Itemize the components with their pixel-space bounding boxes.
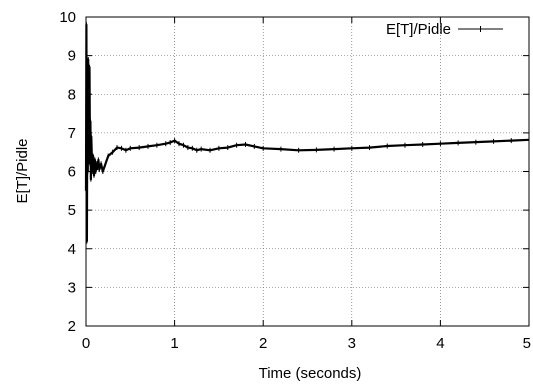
x-tick-label: 4 (436, 335, 444, 352)
x-tick-label: 5 (523, 335, 531, 352)
grid-lines (86, 17, 529, 326)
y-tick-label: 2 (68, 318, 76, 335)
y-tick-label: 3 (68, 279, 76, 296)
y-tick-label: 8 (68, 86, 76, 103)
y-tick-label: 9 (68, 48, 76, 65)
y-tick-label: 7 (68, 125, 76, 142)
legend-label: E[T]/Pidle (386, 21, 451, 38)
x-tick-label: 0 (82, 335, 90, 352)
y-tick-labels: 2 3 4 5 6 7 8 9 10 (59, 9, 76, 335)
x-axis-label: Time (seconds) (259, 365, 362, 382)
legend: E[T]/Pidle (386, 21, 503, 38)
x-tick-labels: 0 1 2 3 4 5 (82, 335, 531, 352)
y-axis-label: E[T]/Pidle (14, 138, 31, 203)
y-tick-label: 10 (59, 9, 76, 26)
y-tick-label: 4 (68, 241, 76, 258)
x-tick-label: 2 (259, 335, 267, 352)
data-series (84, 22, 530, 244)
y-tick-label: 5 (68, 202, 76, 219)
y-tick-label: 6 (68, 164, 76, 181)
x-tick-label: 1 (170, 335, 178, 352)
x-tick-label: 3 (348, 335, 356, 352)
plot-frame (85, 16, 530, 327)
